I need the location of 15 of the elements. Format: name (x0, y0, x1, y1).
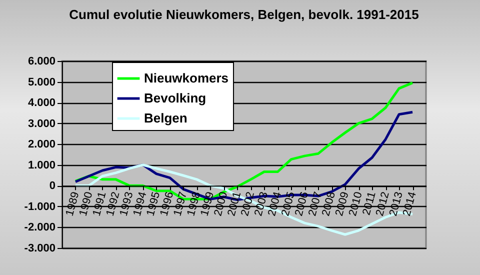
y-tick-label: -1.000 (24, 200, 56, 213)
legend-label: Bevolking (144, 90, 206, 106)
legend-label: Belgen (144, 110, 188, 126)
y-tick-label: 1.000 (28, 159, 56, 172)
y-tick-label: -2.000 (24, 222, 56, 234)
y-tick-label: 4.000 (28, 97, 56, 110)
y-tick-label: 0 (49, 180, 56, 192)
y-tick-label: -3.000 (24, 242, 56, 254)
chart-title: Cumul evolutie Nieuwkomers, Belgen, bevolk. 1991-2015 (69, 7, 419, 22)
legend-label: Nieuwkomers (144, 70, 229, 86)
y-tick-label: 5.000 (28, 76, 56, 88)
x-tick-label: 2014 (400, 190, 419, 218)
y-tick-label: 2.000 (28, 138, 56, 151)
y-tick-label: 6.000 (28, 56, 56, 68)
y-tick-label: 3.000 (28, 118, 56, 130)
